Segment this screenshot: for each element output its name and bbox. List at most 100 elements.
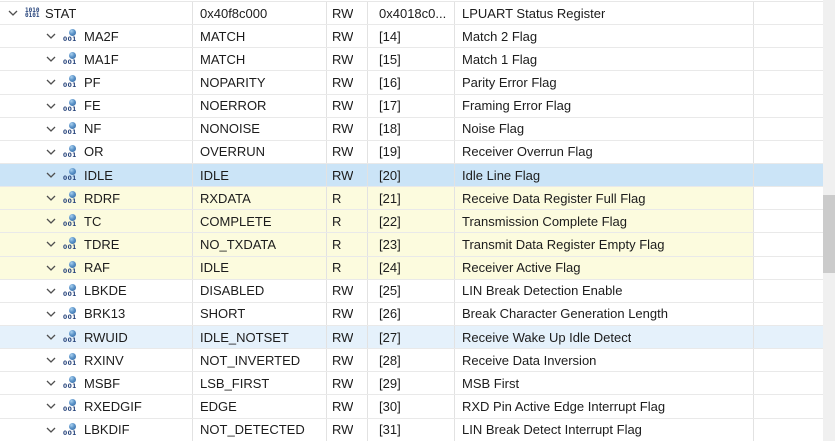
bit-field-icon: 001 (63, 329, 79, 345)
cell-access: R (327, 187, 368, 210)
chevron-down-icon[interactable] (46, 263, 56, 273)
cell-value[interactable]: EDGE (193, 395, 327, 418)
register-name-label: MA1F (84, 51, 119, 67)
table-row-PF[interactable]: 001 PF NOPARITY RW [16] Parity Error Fla… (0, 71, 823, 95)
table-row-NF[interactable]: 001 NF NONOISE RW [18] Noise Flag (0, 117, 823, 141)
bit-field-icon: 001 (63, 213, 79, 229)
table-row-RWUID[interactable]: 001 RWUID IDLE_NOTSET RW [27] Receive Wa… (0, 325, 823, 350)
table-row-TDRE[interactable]: 001 TDRE NO_TXDATA R [23] Transmit Data … (0, 233, 823, 257)
cell-value[interactable]: IDLE (193, 163, 327, 187)
register-name-label: RXEDGIF (84, 398, 142, 414)
cell-location: [19] (368, 140, 455, 163)
chevron-down-icon[interactable] (46, 54, 56, 64)
cell-value[interactable]: NOT_INVERTED (193, 349, 327, 372)
description-label: LPUART Status Register (462, 5, 606, 21)
cell-location: [28] (368, 349, 455, 372)
cell-value[interactable]: NOT_DETECTED (193, 418, 327, 441)
cell-location: [31] (368, 418, 455, 441)
cell-extra (754, 372, 823, 394)
table-row-LBKDE[interactable]: 001 LBKDE DISABLED RW [25] LIN Break Det… (0, 279, 823, 303)
cell-location: [14] (368, 25, 455, 48)
chevron-down-icon[interactable] (46, 124, 56, 134)
cell-value[interactable]: MATCH (193, 25, 327, 48)
register-name-label: TC (84, 213, 102, 229)
table-row-MA2F[interactable]: 001 MA2F MATCH RW [14] Match 2 Flag (0, 25, 823, 49)
chevron-down-icon[interactable] (46, 332, 56, 342)
vertical-scrollbar[interactable] (823, 0, 835, 441)
chevron-down-icon[interactable] (46, 239, 56, 249)
register-name-label: RDRF (84, 190, 121, 206)
chevron-down-icon[interactable] (46, 216, 56, 226)
chevron-down-icon[interactable] (46, 425, 56, 435)
table-row-TC[interactable]: 001 TC COMPLETE R [22] Transmission Comp… (0, 210, 823, 234)
cell-register-name: 001 NF (0, 117, 193, 140)
cell-access: RW (327, 2, 368, 25)
bit-field-ball (69, 376, 76, 384)
table-row-OR[interactable]: 001 OR OVERRUN RW [19] Receiver Overrun … (0, 140, 823, 164)
cell-value[interactable]: NO_TXDATA (193, 233, 327, 256)
bit-field-icon: 001 (63, 144, 79, 160)
chevron-down-icon[interactable] (46, 77, 56, 87)
bit-field-bits-label: 001 (63, 429, 77, 437)
cell-value[interactable]: DISABLED (193, 279, 327, 302)
chevron-down-icon[interactable] (8, 8, 18, 18)
cell-access: RW (327, 94, 368, 117)
register-name-label: NF (84, 121, 102, 137)
table-row-IDLE[interactable]: 001 IDLE IDLE RW [20] Idle Line Flag (0, 163, 823, 188)
description-label: Receive Data Inversion (462, 352, 597, 368)
chevron-down-icon[interactable] (46, 170, 56, 180)
chevron-down-icon[interactable] (46, 101, 56, 111)
chevron-down-icon[interactable] (46, 355, 56, 365)
bit-field-icon: 001 (63, 74, 79, 90)
vertical-scrollbar-thumb[interactable] (823, 195, 835, 273)
cell-value[interactable]: LSB_FIRST (193, 372, 327, 395)
bit-field-ball (69, 237, 76, 245)
table-row-RXEDGIF[interactable]: 001 RXEDGIF EDGE RW [30] RXD Pin Active … (0, 395, 823, 419)
bit-field-ball (69, 29, 76, 37)
bit-field-bits-label: 001 (63, 82, 77, 90)
table-row-FE[interactable]: 001 FE NOERROR RW [17] Framing Error Fla… (0, 94, 823, 118)
description-label: Parity Error Flag (462, 74, 557, 90)
cell-register-name: 1010 0101 STAT (0, 2, 193, 25)
cell-register-name: 001 RDRF (0, 187, 193, 210)
value-label: NOPARITY (200, 74, 266, 90)
cell-value[interactable]: NONOISE (193, 117, 327, 140)
access-label: RW (332, 422, 354, 438)
register-binary-icon: 1010 0101 (25, 6, 40, 20)
cell-value[interactable]: IDLE_NOTSET (193, 325, 327, 349)
cell-value[interactable]: OVERRUN (193, 140, 327, 163)
table-row-RXINV[interactable]: 001 RXINV NOT_INVERTED RW [28] Receive D… (0, 349, 823, 373)
bit-field-bits-label: 001 (63, 337, 77, 345)
table-row-MSBF[interactable]: 001 MSBF LSB_FIRST RW [29] MSB First (0, 372, 823, 396)
chevron-down-icon[interactable] (46, 31, 56, 41)
table-row-BRK13[interactable]: 001 BRK13 SHORT RW [26] Break Character … (0, 302, 823, 326)
description-label: Noise Flag (462, 121, 525, 137)
table-row-STAT[interactable]: 1010 0101 STAT 0x40f8c000 RW 0x4018c0... … (0, 2, 823, 26)
cell-value[interactable]: MATCH (193, 48, 327, 71)
chevron-down-icon[interactable] (46, 193, 56, 203)
table-row-RAF[interactable]: 001 RAF IDLE R [24] Receiver Active Flag (0, 256, 823, 280)
chevron-down-icon[interactable] (46, 401, 56, 411)
cell-access: RW (327, 372, 368, 395)
cell-value[interactable]: RXDATA (193, 187, 327, 210)
cell-register-name: 001 RXEDGIF (0, 395, 193, 418)
cell-register-name: 001 PF (0, 71, 193, 94)
chevron-down-icon[interactable] (46, 378, 56, 388)
chevron-down-icon[interactable] (46, 147, 56, 157)
cell-value[interactable]: IDLE (193, 256, 327, 279)
cell-extra (754, 280, 823, 302)
cell-value[interactable]: 0x40f8c000 (193, 2, 327, 25)
description-label: LIN Break Detection Enable (462, 283, 623, 299)
cell-value[interactable]: NOERROR (193, 94, 327, 117)
table-row-LBKDIF[interactable]: 001 LBKDIF NOT_DETECTED RW [31] LIN Brea… (0, 418, 823, 441)
chevron-down-icon[interactable] (46, 309, 56, 319)
register-name-label: TDRE (84, 236, 120, 252)
table-row-MA1F[interactable]: 001 MA1F MATCH RW [15] Match 1 Flag (0, 48, 823, 72)
cell-value[interactable]: SHORT (193, 302, 327, 325)
chevron-down-icon[interactable] (46, 286, 56, 296)
cell-description: Match 1 Flag (455, 48, 754, 71)
cell-value[interactable]: COMPLETE (193, 210, 327, 233)
table-row-RDRF[interactable]: 001 RDRF RXDATA R [21] Receive Data Regi… (0, 187, 823, 211)
cell-value[interactable]: NOPARITY (193, 71, 327, 94)
bit-field-ball (69, 283, 76, 291)
